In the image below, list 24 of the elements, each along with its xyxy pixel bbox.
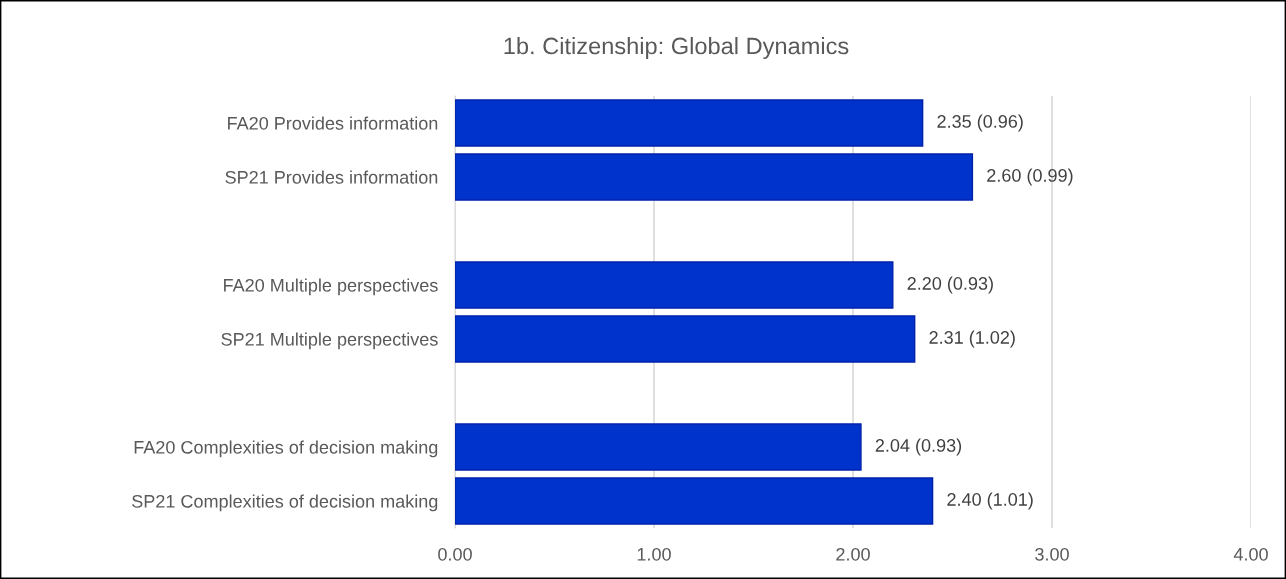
x-tick-label: 2.00 xyxy=(836,547,870,561)
bar xyxy=(455,477,934,525)
y-tick-label: FA20 Provides information xyxy=(228,116,438,130)
x-tick-label: 1.00 xyxy=(637,547,671,561)
x-tick-label: 4.00 xyxy=(1233,547,1268,561)
y-tick-label: SP21 Multiple perspectives xyxy=(221,332,438,350)
bar xyxy=(455,153,974,201)
data-label: 2.04 (0.93) xyxy=(875,438,962,456)
data-label: 2.40 (1.01) xyxy=(947,492,1033,510)
y-tick-label: SP21 Complexities of decision making xyxy=(132,494,438,512)
data-label: 2.35 (0.96) xyxy=(937,114,1023,132)
bar xyxy=(455,315,916,363)
y-tick-label: FA20 Complexities of decision making xyxy=(134,440,438,458)
y-tick-label: FA20 Multiple perspectives xyxy=(224,278,438,296)
data-label: 2.20 (0.93) xyxy=(907,276,993,294)
data-label: 2.60 (0.99) xyxy=(987,168,1073,186)
chart-title: 1b. Citizenship: Global Dynamics xyxy=(504,37,849,59)
bar xyxy=(455,423,862,471)
x-tick-label: 3.00 xyxy=(1035,547,1069,561)
data-label: 2.31 (1.02) xyxy=(929,330,1015,348)
bar xyxy=(455,99,924,147)
bar xyxy=(455,261,894,309)
y-tick-label: SP21 Provides information xyxy=(225,170,438,184)
x-tick-label: 0.00 xyxy=(438,547,472,561)
